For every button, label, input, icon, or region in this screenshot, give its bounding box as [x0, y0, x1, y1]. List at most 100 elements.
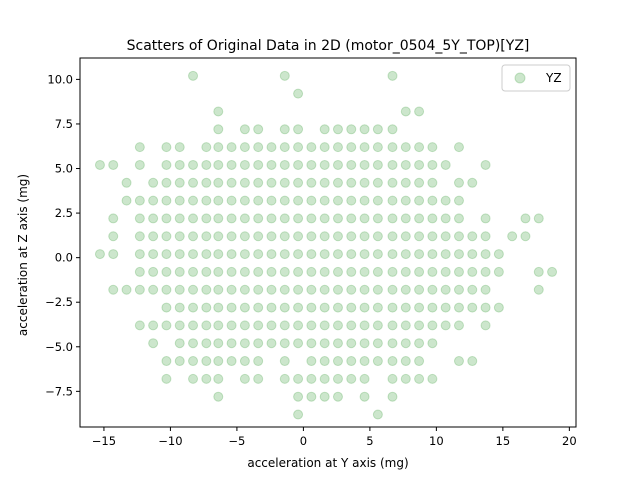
scatter-point: [414, 213, 425, 224]
scatter-point: [279, 231, 290, 242]
scatter-point: [134, 249, 145, 260]
scatter-point: [372, 266, 383, 277]
scatter-point: [372, 320, 383, 331]
scatter-point: [427, 338, 438, 349]
scatter-point: [346, 284, 357, 295]
scatter-point: [239, 266, 250, 277]
scatter-point: [201, 302, 212, 313]
legend-box: [501, 64, 571, 92]
y-tick-label: 7.5: [55, 117, 73, 131]
scatter-point: [188, 302, 199, 313]
scatter-point: [306, 373, 317, 384]
scatter-point: [372, 195, 383, 206]
scatter-point: [306, 231, 317, 242]
scatter-point: [213, 284, 224, 295]
scatter-point: [279, 142, 290, 153]
scatter-point: [134, 284, 145, 295]
scatter-point: [319, 142, 330, 153]
scatter-point: [201, 338, 212, 349]
scatter-point: [440, 249, 451, 260]
scatter-point: [346, 213, 357, 224]
scatter-point: [293, 409, 304, 420]
scatter-point: [507, 231, 518, 242]
scatter-point: [414, 177, 425, 188]
scatter-point: [440, 302, 451, 313]
scatter-point: [440, 159, 451, 170]
scatter-point: [188, 373, 199, 384]
scatter-point: [332, 231, 343, 242]
scatter-point: [148, 213, 159, 224]
scatter-point: [359, 142, 370, 153]
scatter-point: [279, 249, 290, 260]
x-tick-label: 10: [429, 434, 444, 448]
scatter-point: [266, 159, 277, 170]
scatter-point: [213, 195, 224, 206]
scatter-point: [453, 266, 464, 277]
scatter-point: [188, 249, 199, 260]
scatter-point: [372, 231, 383, 242]
scatter-point: [174, 266, 185, 277]
scatter-point: [213, 266, 224, 277]
y-axis: −7.5 −5.0 −2.5 0.0 2.5 5.0 7.5 10.0: [45, 72, 80, 398]
scatter-point: [453, 320, 464, 331]
scatter-point: [359, 266, 370, 277]
scatter-point: [239, 195, 250, 206]
scatter-point: [279, 373, 290, 384]
scatter-point: [213, 356, 224, 367]
scatter-point: [174, 142, 185, 153]
scatter-point: [332, 302, 343, 313]
scatter-point: [201, 142, 212, 153]
scatter-point: [226, 266, 237, 277]
scatter-point: [372, 338, 383, 349]
scatter-point: [201, 373, 212, 384]
scatter-point: [108, 284, 119, 295]
scatter-point: [134, 142, 145, 153]
scatter-point: [306, 266, 317, 277]
scatter-point: [400, 142, 411, 153]
scatter-point: [279, 70, 290, 81]
scatter-point: [293, 124, 304, 135]
scatter-point: [359, 391, 370, 402]
scatter-point: [174, 338, 185, 349]
scatter-point: [239, 142, 250, 153]
scatter-point: [359, 338, 370, 349]
scatter-point: [346, 124, 357, 135]
scatter-point: [174, 284, 185, 295]
scatter-point: [440, 231, 451, 242]
scatter-point: [161, 249, 172, 260]
y-tick-label: −2.5: [45, 295, 73, 309]
scatter-point: [161, 356, 172, 367]
scatter-point: [414, 338, 425, 349]
scatter-point: [253, 302, 264, 313]
scatter-point: [359, 159, 370, 170]
scatter-point: [319, 266, 330, 277]
scatter-point: [266, 338, 277, 349]
scatter-point: [332, 373, 343, 384]
scatter-point: [359, 249, 370, 260]
scatter-point: [108, 213, 119, 224]
scatter-point: [453, 177, 464, 188]
scatter-point: [346, 356, 357, 367]
scatter-point: [213, 338, 224, 349]
scatter-point: [279, 338, 290, 349]
y-tick-label: 10.0: [47, 72, 73, 86]
scatter-point: [387, 213, 398, 224]
scatter-point: [346, 195, 357, 206]
scatter-point: [279, 266, 290, 277]
scatter-point: [467, 249, 478, 260]
scatter-point: [480, 320, 491, 331]
scatter-point: [372, 177, 383, 188]
scatter-point: [188, 231, 199, 242]
scatter-point: [372, 142, 383, 153]
scatter-point: [359, 213, 370, 224]
scatter-point: [319, 338, 330, 349]
scatter-point: [226, 338, 237, 349]
scatter-point: [414, 142, 425, 153]
scatter-point: [440, 195, 451, 206]
scatter-point: [332, 159, 343, 170]
scatter-point: [400, 195, 411, 206]
scatter-point: [239, 302, 250, 313]
scatter-point: [346, 249, 357, 260]
scatter-point: [453, 195, 464, 206]
